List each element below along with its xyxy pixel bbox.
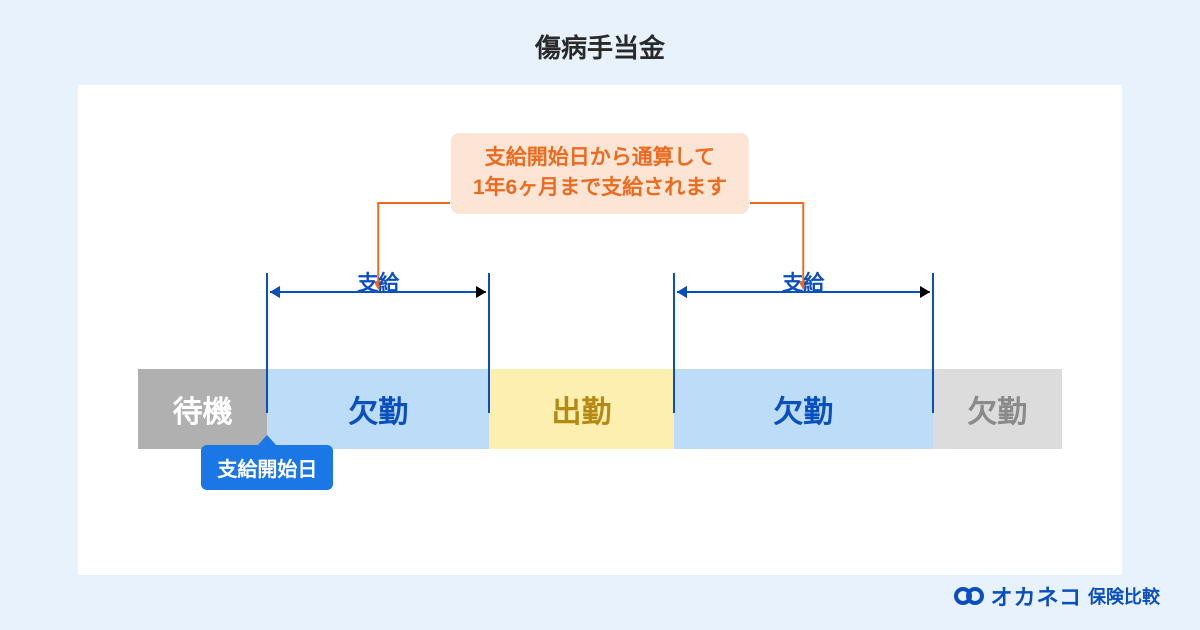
panel: 支給開始日から通算して 1年6ヶ月まで支給されます 支給支給 待機欠勤出勤欠勤欠…	[78, 85, 1122, 575]
tick-2	[673, 273, 675, 413]
segment-3: 欠勤	[674, 369, 933, 449]
tick-0	[266, 273, 268, 413]
segment-bar: 待機欠勤出勤欠勤欠勤	[138, 369, 1062, 449]
range-arrow-1	[677, 291, 930, 293]
tick-3	[932, 273, 934, 413]
page-title: 傷病手当金	[0, 0, 1200, 65]
callout-line1: 支給開始日から通算して	[473, 143, 727, 173]
segment-1: 欠勤	[267, 369, 489, 449]
logo-brand: オカネコ	[990, 580, 1082, 612]
logo-icon	[954, 587, 984, 605]
callout-line2: 1年6ヶ月まで支給されます	[473, 173, 727, 203]
start-date-tag: 支給開始日	[201, 445, 333, 490]
markers-row: 支給支給	[138, 273, 1062, 321]
tick-1	[488, 273, 490, 413]
segment-2: 出勤	[489, 369, 674, 449]
segment-4: 欠勤	[933, 369, 1062, 449]
logo-suffix: 保険比較	[1088, 583, 1160, 609]
callout-box: 支給開始日から通算して 1年6ヶ月まで支給されます	[451, 133, 749, 214]
timeline: 支給支給 待機欠勤出勤欠勤欠勤	[138, 273, 1062, 449]
brand-logo: オカネコ 保険比較	[954, 580, 1160, 612]
range-arrow-0	[270, 291, 486, 293]
segment-0: 待機	[138, 369, 267, 449]
